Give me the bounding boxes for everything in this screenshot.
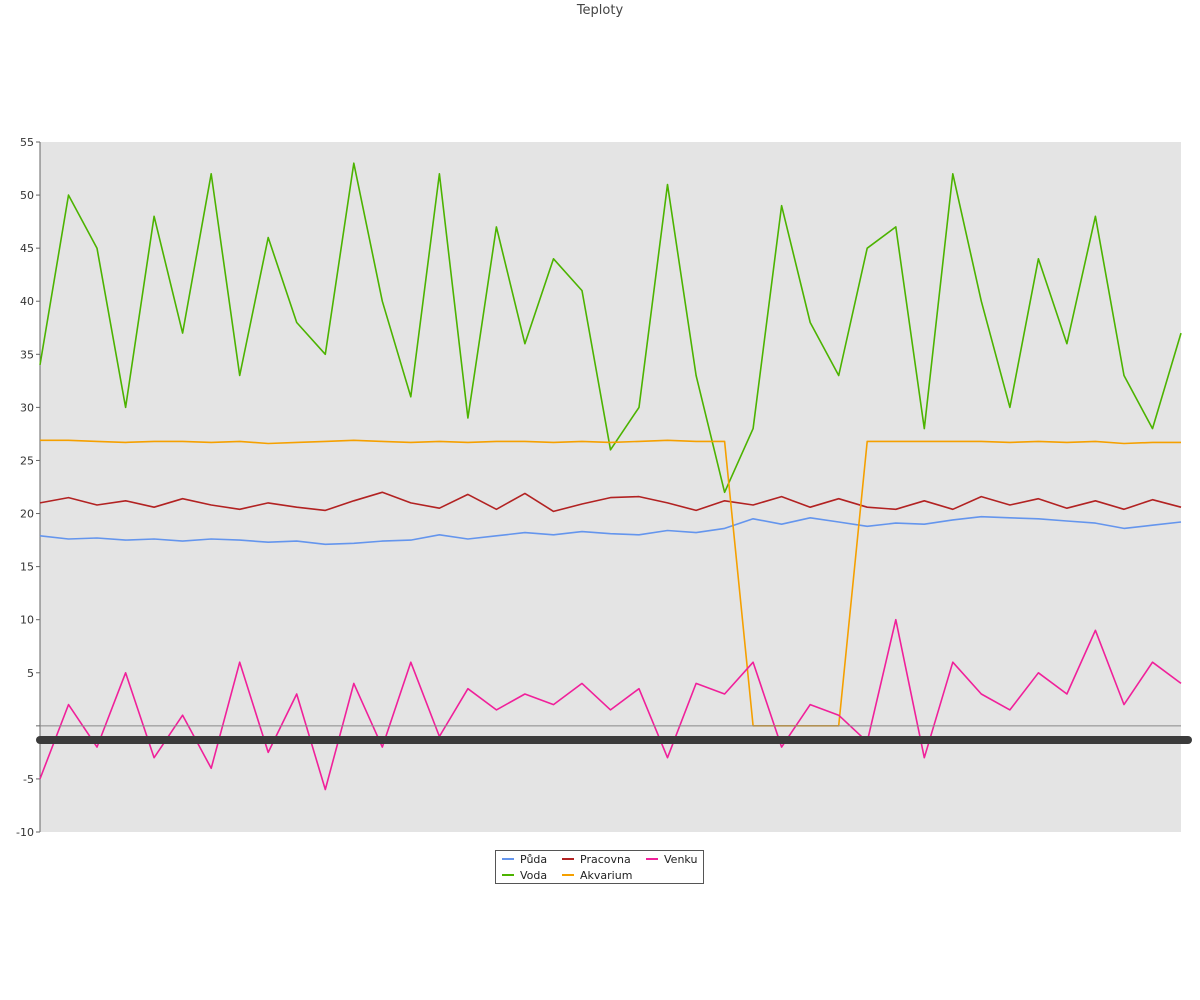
legend-item: Akvarium [562,869,632,883]
chart-title: Teploty [576,3,624,18]
legend-item: Půda [502,853,547,867]
y-tick-label: 10 [20,614,34,627]
y-tick-label: -5 [23,773,34,786]
y-tick-label: 45 [20,242,34,255]
overlays [36,725,1192,744]
legend: Půda Pracovna Venku Voda Akvarium [495,850,704,884]
series-line-2 [39,491,1182,513]
y-tick-label: 20 [20,508,34,521]
legend-label: Půda [520,853,548,866]
y-tick-label: -10 [16,826,34,839]
y-tick-label: 25 [20,454,34,467]
plot-area [40,142,1181,832]
series-line-0 [39,515,1182,546]
legend-item: Voda [502,869,547,883]
y-tick-label: 50 [20,189,34,202]
legend-swatch [646,858,658,860]
y-axis: -10 -5 5 10 15 20 25 30 35 40 45 50 55 [16,136,41,839]
y-tick-label: 40 [20,295,34,308]
legend-swatch [502,874,514,876]
series-line-1 [39,162,1182,494]
legend-item: Pracovna [562,853,631,867]
y-tick-label: 30 [20,401,34,414]
legend-label: Pracovna [580,853,631,866]
series-line-3 [40,439,1181,727]
y-tick-label: 55 [20,136,34,149]
legend-label: Voda [520,869,548,882]
y-tick-label: 5 [27,667,34,680]
legend-label: Akvarium [580,869,633,882]
y-tick-label: 15 [20,561,34,574]
legend-label: Venku [664,853,698,866]
legend-swatch [562,858,574,860]
legend-swatch [562,874,574,876]
horizontal-scrollbar[interactable] [36,736,1192,744]
series-line-4 [39,618,1182,791]
legend-swatch [502,858,514,860]
legend-item: Venku [646,853,697,867]
y-tick-label: 35 [20,348,34,361]
series-lines [39,162,1182,791]
